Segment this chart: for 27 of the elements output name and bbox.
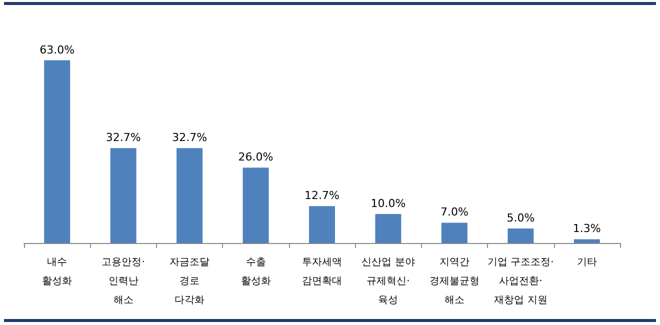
x-tick-label: 수출 활성화 — [240, 257, 271, 287]
bar — [110, 148, 136, 243]
data-label: 26.0% — [238, 150, 274, 164]
data-label: 1.3% — [572, 222, 601, 236]
x-tick-label: 투자세액 감면확대 — [302, 257, 342, 287]
data-label: 7.0% — [440, 206, 468, 219]
bar — [44, 60, 70, 243]
x-tick-label: 자금조달 경로 다각화 — [170, 257, 210, 306]
x-tick-label: 기업 구조조정· 사업전환· 재창업 지원 — [487, 257, 554, 306]
x-tick-label: 고용안정· 인력난 해소 — [102, 257, 145, 306]
data-label: 32.7% — [172, 131, 208, 144]
x-tick-label: 기타 — [576, 257, 597, 268]
data-label: 32.7% — [106, 131, 141, 144]
x-tick-label: 지역간 경제불균형 해소 — [429, 257, 480, 306]
x-tick-label: 내수 활성화 — [42, 257, 72, 287]
x-tick-label: 신산업 분야 규제혁신· 육성 — [362, 257, 415, 306]
data-label: 5.0% — [506, 212, 535, 224]
data-label: 12.7% — [304, 189, 340, 202]
bar — [441, 222, 468, 243]
data-label: 10.0% — [370, 197, 406, 210]
bar — [309, 206, 335, 243]
bar — [176, 148, 203, 243]
bar — [508, 228, 534, 243]
bar — [574, 239, 600, 243]
data-label: 63.0% — [40, 43, 75, 56]
bar — [375, 214, 402, 243]
bar — [242, 168, 269, 243]
